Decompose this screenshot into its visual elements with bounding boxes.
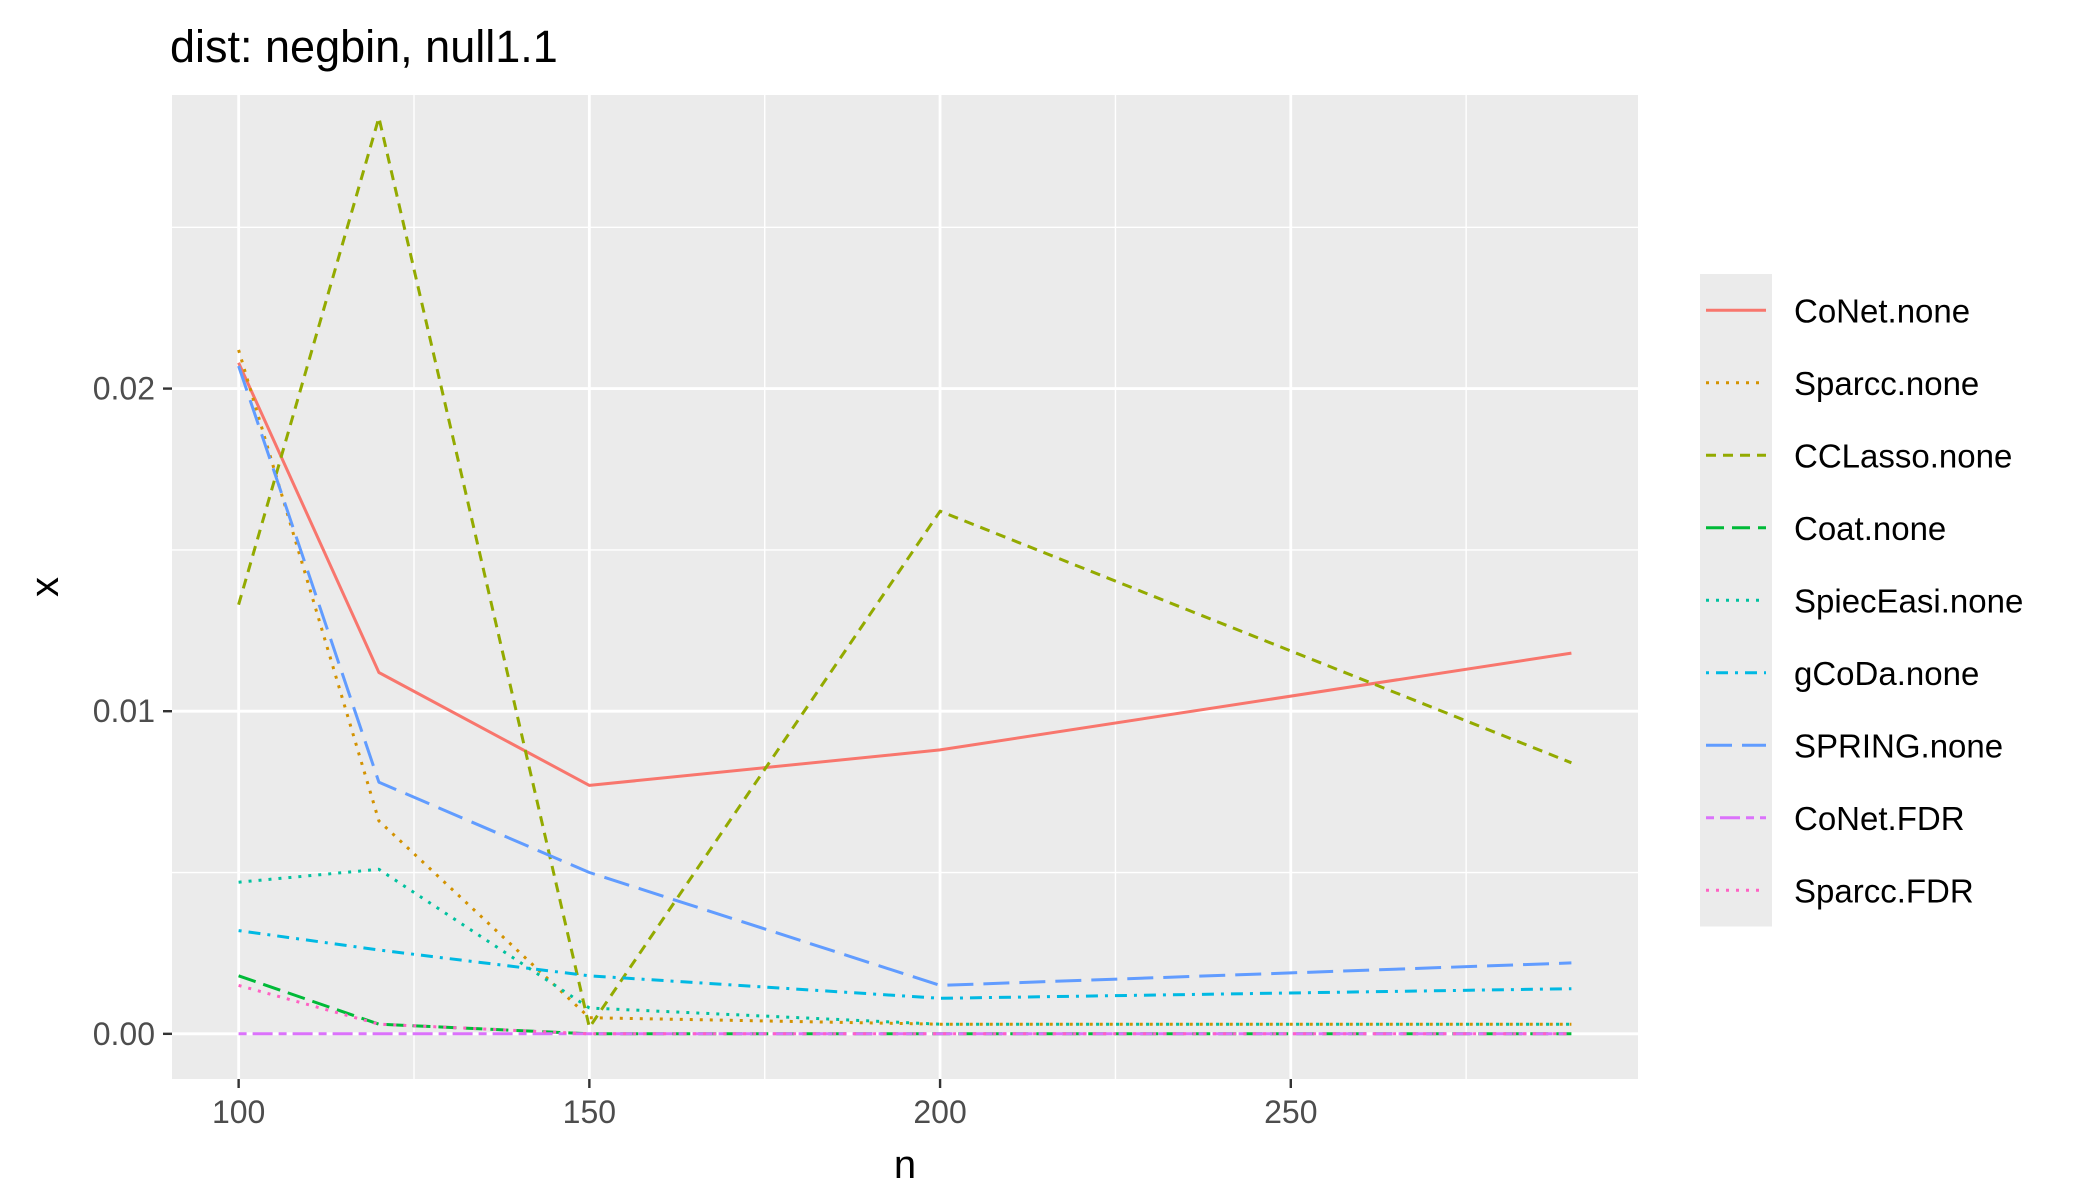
series-line-gcoda-none [238, 929, 1572, 1000]
x-tick-label: 100 [212, 1094, 265, 1130]
series-lines [237, 116, 1572, 1036]
chart-title: dist: negbin, null1.1 [170, 21, 558, 72]
x-axis: 100 150 200 250 [212, 1079, 1317, 1130]
legend-label: Sparcc.none [1794, 365, 1979, 402]
series-line-sparcc-none [237, 349, 1572, 1026]
minor-gridlines [172, 95, 1638, 1079]
y-axis-title: x [23, 577, 67, 597]
x-axis-title: n [894, 1143, 916, 1187]
y-axis: 0.00 0.01 0.02 [93, 371, 172, 1052]
legend-label: SPRING.none [1794, 727, 2003, 764]
series-line-spieceasi-none [238, 867, 1572, 1026]
legend-label: Coat.none [1794, 510, 1946, 547]
legend-label: CCLasso.none [1794, 437, 2012, 474]
series-line-conet-none [237, 362, 1572, 787]
y-tick-label: 0.01 [93, 693, 155, 729]
legend: CoNet.none Sparcc.none CCLasso.none Coat.no… [1700, 274, 2023, 927]
plot-panel [172, 95, 1638, 1079]
legend-label: CoNet.FDR [1794, 800, 1965, 837]
y-tick-label: 0.00 [93, 1016, 155, 1052]
x-tick-label: 150 [563, 1094, 616, 1130]
legend-label: SpiecEasi.none [1794, 582, 2023, 619]
series-line-spring-none [237, 365, 1572, 987]
legend-label: CoNet.none [1794, 292, 1970, 329]
legend-label: Sparcc.FDR [1794, 872, 1974, 909]
legend-label: gCoDa.none [1794, 655, 1979, 692]
x-tick-label: 250 [1264, 1094, 1317, 1130]
x-tick-label: 200 [913, 1094, 966, 1130]
y-tick-label: 0.02 [93, 371, 155, 407]
